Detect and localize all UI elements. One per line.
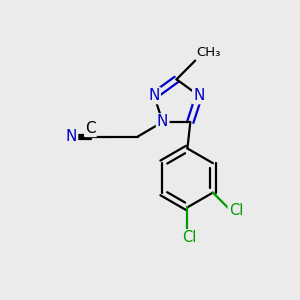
Text: N: N — [157, 114, 168, 129]
Text: CH₃: CH₃ — [197, 46, 221, 59]
Text: N: N — [148, 88, 160, 103]
Text: N: N — [66, 129, 77, 144]
Text: Cl: Cl — [182, 230, 196, 245]
Text: Cl: Cl — [229, 203, 243, 218]
Text: N: N — [193, 88, 205, 103]
Text: C: C — [85, 121, 96, 136]
